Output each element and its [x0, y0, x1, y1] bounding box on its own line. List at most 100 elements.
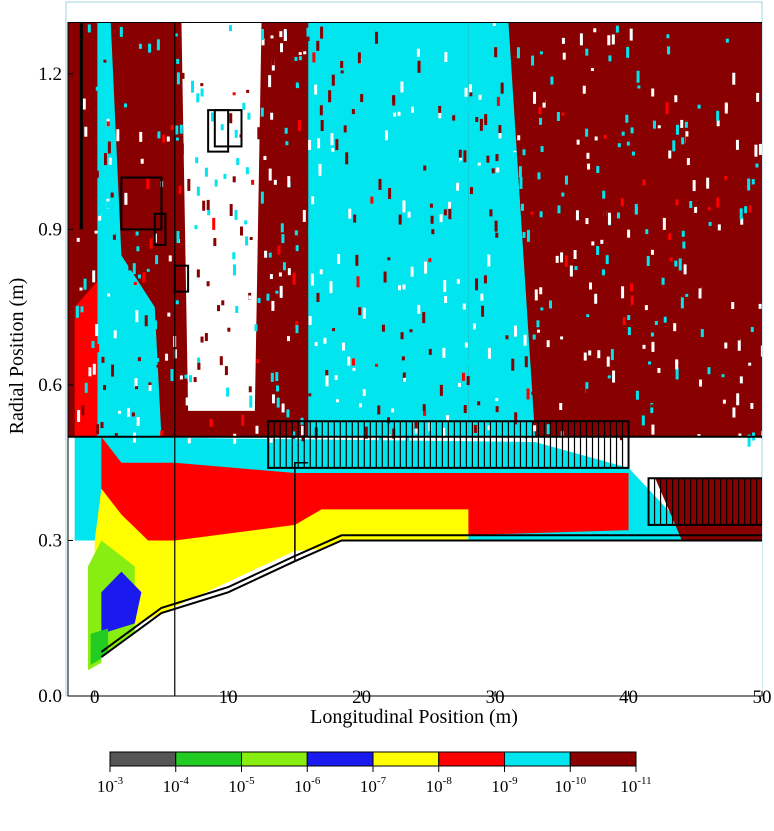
speckle-cell — [602, 190, 606, 199]
colorbar-bin — [569, 751, 637, 767]
speckle-cell — [301, 425, 305, 436]
speckle-cell — [657, 367, 661, 373]
speckle-cell — [459, 160, 463, 169]
speckle-cell — [668, 233, 672, 241]
colorbar-bin — [504, 751, 571, 767]
speckle-cell — [416, 48, 420, 57]
speckle-cell — [537, 179, 541, 186]
speckle-cell — [156, 39, 160, 51]
speckle-cell — [487, 347, 491, 359]
speckle-cell — [601, 421, 605, 429]
colorbar-label: 10-4 — [163, 775, 190, 796]
speckle-cell — [113, 160, 117, 169]
speckle-cell — [318, 163, 322, 176]
speckle-cell — [230, 127, 234, 139]
speckle-cell — [242, 273, 246, 284]
speckle-cell — [398, 384, 402, 395]
speckle-cell — [635, 390, 639, 400]
speckle-cell — [464, 342, 468, 348]
speckle-cell — [187, 178, 191, 191]
speckle-cell — [668, 238, 672, 251]
speckle-cell — [400, 332, 404, 340]
speckle-cell — [573, 249, 577, 259]
speckle-cell — [249, 395, 253, 408]
speckle-cell — [135, 231, 139, 236]
speckle-cell — [381, 324, 385, 332]
speckle-cell — [235, 305, 239, 313]
y-tick-label: 0.0 — [38, 686, 62, 707]
speckle-cell — [446, 414, 450, 422]
speckle-cell — [225, 210, 229, 218]
speckle-cell — [756, 259, 760, 271]
speckle-cell — [417, 60, 421, 73]
speckle-cell — [266, 293, 270, 301]
speckle-cell — [233, 433, 237, 444]
speckle-cell — [298, 56, 302, 61]
x-axis-title: Longitudinal Position (m) — [310, 706, 518, 728]
speckle-cell — [675, 124, 679, 135]
speckle-cell — [755, 87, 759, 92]
speckle-cell — [398, 214, 402, 225]
speckle-cell — [601, 101, 605, 112]
colorbar-label: 10-7 — [360, 775, 387, 796]
speckle-cell — [127, 158, 131, 167]
speckle-cell — [270, 28, 274, 33]
speckle-cell — [402, 284, 406, 290]
speckle-cell — [706, 177, 710, 189]
speckle-cell — [136, 246, 140, 252]
speckle-cell — [163, 78, 167, 83]
speckle-cell — [585, 382, 589, 394]
speckle-cell — [750, 326, 754, 332]
speckle-cell — [202, 44, 206, 53]
x-tick-label: 10 — [219, 687, 238, 708]
speckle-cell — [138, 43, 142, 49]
speckle-cell — [631, 304, 635, 313]
speckle-cell — [261, 38, 265, 46]
speckle-cell — [77, 409, 81, 422]
speckle-cell — [634, 206, 638, 215]
speckle-cell — [213, 320, 217, 329]
speckle-cell — [450, 83, 454, 94]
speckle-cell — [156, 364, 160, 368]
region-white-beampipe — [101, 540, 762, 696]
speckle-cell — [219, 356, 223, 366]
speckle-cell — [539, 287, 543, 295]
speckle-cell — [505, 335, 509, 340]
speckle-cell — [514, 412, 518, 425]
speckle-cell — [325, 369, 329, 376]
speckle-cell — [204, 167, 208, 177]
speckle-cell — [526, 229, 530, 242]
speckle-cell — [465, 105, 469, 113]
speckle-cell — [247, 112, 251, 120]
speckle-cell — [393, 112, 397, 117]
speckle-cell — [443, 279, 447, 292]
speckle-cell — [596, 165, 600, 173]
speckle-cell — [285, 141, 289, 146]
speckle-cell — [237, 430, 241, 434]
speckle-cell — [617, 143, 621, 148]
speckle-cell — [286, 336, 290, 342]
speckle-cell — [308, 139, 312, 150]
speckle-cell — [536, 329, 540, 333]
speckle-cell — [456, 278, 460, 284]
speckle-cell — [144, 315, 148, 327]
speckle-cell — [248, 386, 252, 393]
speckle-cell — [556, 111, 560, 121]
speckle-cell — [412, 44, 416, 48]
speckle-cell — [622, 317, 626, 326]
speckle-cell — [528, 259, 532, 264]
speckle-cell — [330, 217, 334, 223]
speckle-cell — [295, 245, 299, 252]
speckle-cell — [472, 323, 476, 330]
speckle-cell — [697, 104, 701, 109]
speckle-cell — [455, 426, 459, 432]
speckle-cell — [750, 402, 754, 409]
speckle-cell — [98, 213, 102, 221]
speckle-cell — [510, 423, 514, 436]
colorbar-bin — [372, 751, 440, 767]
speckle-cell — [562, 289, 566, 295]
speckle-cell — [146, 268, 150, 272]
speckle-cell — [245, 236, 249, 246]
speckle-cell — [271, 58, 275, 66]
speckle-cell — [752, 184, 756, 196]
